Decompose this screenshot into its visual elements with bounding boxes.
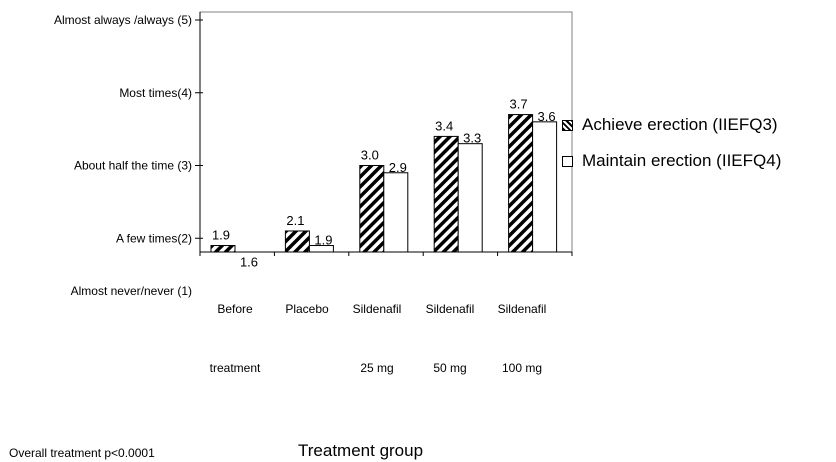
legend-swatch-hatched (562, 119, 573, 131)
y-tick-label: About half the time (3) (74, 159, 192, 173)
category-label-line1: Sildenafil (426, 302, 475, 316)
legend-item-maintain: Maintain erection (IIEFQ4) (562, 151, 781, 171)
bar-value-label: 1.9 (212, 228, 230, 243)
bar-maintain (457, 143, 483, 253)
bar-value-label: 3.4 (435, 118, 453, 133)
y-tick-label: A few times(2) (116, 231, 192, 245)
bar-achieve (433, 135, 459, 253)
bar-value-label: 3.6 (538, 109, 556, 124)
category-label-line1: Before (217, 302, 253, 316)
x-axis-title: Treatment group (298, 441, 424, 460)
bar-value-label: 3.7 (510, 97, 528, 112)
bar-achieve (359, 165, 385, 253)
bar-maintain (532, 121, 558, 253)
bar-value-label: 1.6 (240, 254, 258, 269)
bar-achieve (284, 230, 310, 253)
y-tick-label: Almost always /always (5) (54, 13, 192, 27)
bar-value-label: 3.3 (463, 131, 481, 146)
legend-label-maintain: Maintain erection (IIEFQ4) (582, 151, 782, 170)
y-tick-label: Most times(4) (119, 86, 192, 100)
category-label-line2: 100 mg (502, 361, 542, 375)
bar-value-label: 2.1 (286, 213, 304, 228)
category-label-line1: Placebo (285, 302, 329, 316)
significance-note: Overall treatment p<0.0001 (9, 446, 155, 460)
category-label-line1: Sildenafil (498, 302, 547, 316)
bar-value-label: 1.9 (314, 233, 332, 248)
legend-label-achieve: Achieve erection (IIEFQ3) (582, 115, 778, 134)
y-tick-label: Almost never/never (1) (71, 284, 192, 298)
bar-maintain (383, 172, 409, 253)
legend-swatch-plain (562, 155, 573, 167)
legend-item-achieve: Achieve erection (IIEFQ3) (562, 115, 778, 135)
bar-achieve (210, 245, 236, 253)
category-label-line1: Sildenafil (353, 302, 402, 316)
category-label-line2: 50 mg (433, 361, 466, 375)
category-label-line2: treatment (210, 361, 261, 375)
bar-achieve (508, 114, 534, 253)
category-label-line2: 25 mg (360, 361, 393, 375)
bar-value-label: 2.9 (389, 160, 407, 175)
bar-value-label: 3.0 (361, 148, 379, 163)
